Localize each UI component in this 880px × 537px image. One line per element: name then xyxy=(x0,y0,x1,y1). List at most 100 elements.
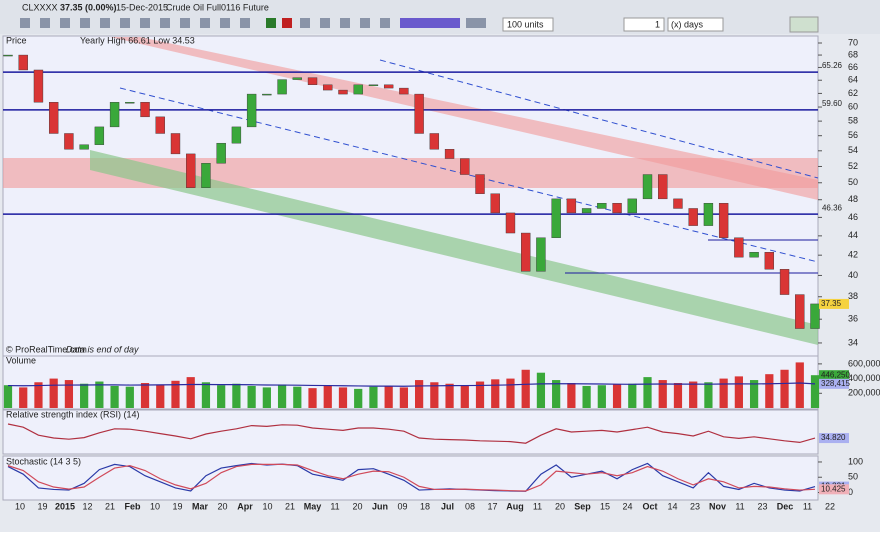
x-tick-label: Apr xyxy=(237,501,253,511)
instrument-name: Crude Oil Full0116 Future xyxy=(166,2,269,12)
x-tick-label: 11 xyxy=(533,501,542,511)
x-tick-label: 15 xyxy=(600,501,610,511)
volume-bar xyxy=(643,377,652,408)
volume-bar xyxy=(308,388,317,408)
volume-bar xyxy=(506,378,515,408)
y-tick-label: 64 xyxy=(848,75,858,85)
x-tick-label: 24 xyxy=(622,501,632,511)
y-tick-label: 34 xyxy=(848,337,858,347)
quote: 37.35 (0.00%) xyxy=(60,2,117,12)
volume-bar xyxy=(552,380,561,408)
y-tick-label: 36 xyxy=(848,314,858,324)
candle xyxy=(79,144,89,150)
volume-bar xyxy=(201,382,211,408)
volume-bar xyxy=(491,379,500,408)
volume-bar xyxy=(430,382,439,408)
date: 15-Dec-2015 xyxy=(116,2,168,12)
drawings xyxy=(3,37,819,345)
candle xyxy=(734,237,744,258)
volume-bar xyxy=(567,383,576,408)
volume-bar xyxy=(399,387,408,408)
credit: © ProRealTime.com xyxy=(6,344,87,354)
volume-bar xyxy=(780,369,789,408)
x-tick-label: Feb xyxy=(124,501,141,511)
candle xyxy=(703,202,714,226)
y-tick-label: 400,000 xyxy=(848,373,880,383)
last-price: 37.35 xyxy=(821,299,842,308)
volume-bar xyxy=(734,376,743,408)
x-tick-label: Sep xyxy=(574,501,591,511)
candle xyxy=(155,116,165,134)
candle xyxy=(292,77,302,80)
units: 100 units xyxy=(507,19,544,29)
average-last: 328,415 xyxy=(821,379,850,388)
x-tick-label: 17 xyxy=(487,501,497,511)
volume-bar xyxy=(19,387,28,408)
plots: 34 36 38 40 42 44 46 48 50 52 54 56 58 60 62 64 66 68 70 65… xyxy=(3,37,880,511)
candle xyxy=(460,158,470,175)
volume-bar xyxy=(704,382,713,408)
candle xyxy=(246,93,257,128)
candle xyxy=(18,54,28,71)
x-tick-label: 19 xyxy=(37,501,47,511)
candle xyxy=(581,208,592,214)
volume-bar xyxy=(247,385,256,408)
period-select[interactable] xyxy=(667,17,724,32)
volume-bar xyxy=(323,385,332,408)
volume-bar xyxy=(293,386,302,408)
x-tick-label: May xyxy=(304,501,322,511)
symbol[interactable]: CLXXXX xyxy=(22,2,58,12)
candle xyxy=(383,84,394,89)
y-tick-label: 68 xyxy=(848,49,858,59)
candle xyxy=(323,84,333,91)
volume-bar xyxy=(171,380,180,408)
candle xyxy=(399,87,409,95)
stochastic-last: 10.425 xyxy=(821,484,846,493)
candle xyxy=(612,202,622,214)
units-select[interactable] xyxy=(502,17,554,32)
x-tick-label: Aug xyxy=(506,501,524,511)
rsi-last-box xyxy=(819,433,849,444)
x-tick-label: Dec xyxy=(777,501,794,511)
y-tick-label: 52 xyxy=(848,161,858,171)
x-tick-label: Mar xyxy=(192,501,209,511)
x-tick-label: 22 xyxy=(825,501,835,511)
candle xyxy=(658,174,668,200)
y-tick-label: 66 xyxy=(848,62,858,72)
series-line xyxy=(7,462,816,492)
x-tick-label: Jun xyxy=(372,501,388,511)
level-label: 59.60 xyxy=(822,99,843,108)
volume-bar xyxy=(536,372,546,408)
x-tick-label: 11 xyxy=(330,501,339,511)
stochastic-title: Stochastic (14 3 5) xyxy=(6,456,81,466)
average-last-box xyxy=(819,378,849,389)
volume-bar xyxy=(217,385,226,408)
x-tick-label: 11 xyxy=(803,501,812,511)
candle xyxy=(749,252,759,258)
chart-type-button[interactable] xyxy=(789,16,819,33)
candle xyxy=(231,126,242,144)
volume-bar xyxy=(186,377,195,408)
volume-bar xyxy=(475,381,485,408)
period-input[interactable] xyxy=(623,17,665,32)
rsi-panel xyxy=(2,409,819,455)
volume-bar xyxy=(384,385,393,408)
rsi-last: 34.820 xyxy=(821,433,846,442)
volume-bar xyxy=(277,384,287,408)
volume-bar xyxy=(49,378,58,408)
candle xyxy=(262,93,272,96)
volume-bar xyxy=(3,385,13,408)
volume-bar xyxy=(415,380,424,408)
tool-icons[interactable] xyxy=(20,18,486,28)
volume-bar xyxy=(658,380,667,408)
volume-bar xyxy=(628,383,637,408)
candle xyxy=(3,54,13,57)
volume-panel xyxy=(2,355,819,410)
x-tick-label: 20 xyxy=(555,501,565,511)
y-tick-label: 42 xyxy=(848,250,858,260)
x-tick-label: 10 xyxy=(150,501,160,511)
candle xyxy=(536,237,546,272)
x-tick-label: 23 xyxy=(690,501,700,511)
candle xyxy=(307,77,318,86)
